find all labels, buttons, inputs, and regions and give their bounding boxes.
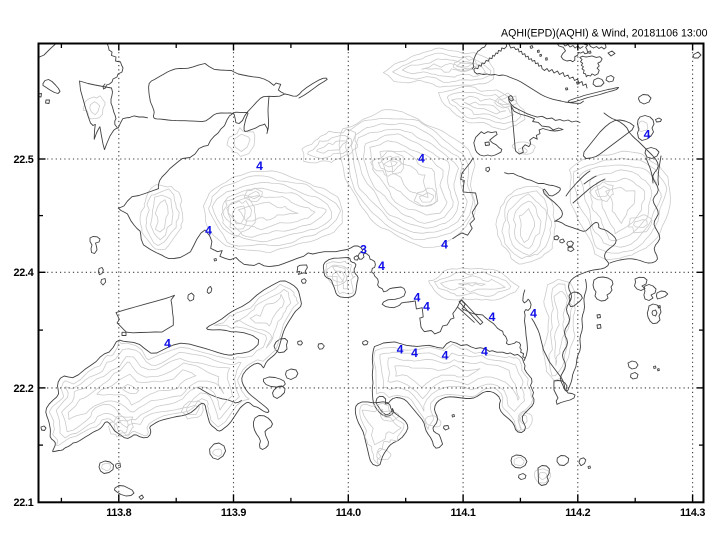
svg-text:4: 4 [378,259,385,273]
svg-text:114.1: 114.1 [451,507,476,519]
svg-text:4: 4 [423,300,430,314]
svg-text:3: 3 [360,243,367,257]
svg-text:4: 4 [205,224,212,238]
svg-text:22.1: 22.1 [13,497,33,509]
svg-text:113.9: 113.9 [221,507,246,519]
svg-text:22.2: 22.2 [13,383,33,395]
svg-text:22.4: 22.4 [13,267,33,279]
svg-text:22.5: 22.5 [13,154,33,166]
svg-text:114.3: 114.3 [680,507,705,519]
svg-text:4: 4 [411,346,418,360]
svg-text:4: 4 [256,159,263,173]
svg-text:113.8: 113.8 [106,507,131,519]
svg-text:4: 4 [414,291,421,305]
svg-text:AQHI(EPD)(AQHI) & Wind, 201811: AQHI(EPD)(AQHI) & Wind, 20181106 13:00 [501,27,708,39]
svg-text:4: 4 [441,238,448,252]
svg-text:4: 4 [481,345,488,359]
svg-text:114.0: 114.0 [336,507,361,519]
svg-text:4: 4 [164,337,171,351]
svg-text:4: 4 [644,128,651,142]
svg-text:4: 4 [489,310,496,324]
svg-text:4: 4 [442,349,449,363]
svg-text:114.2: 114.2 [565,507,590,519]
svg-text:4: 4 [418,152,425,166]
svg-text:4: 4 [530,307,537,321]
svg-text:4: 4 [397,343,404,357]
